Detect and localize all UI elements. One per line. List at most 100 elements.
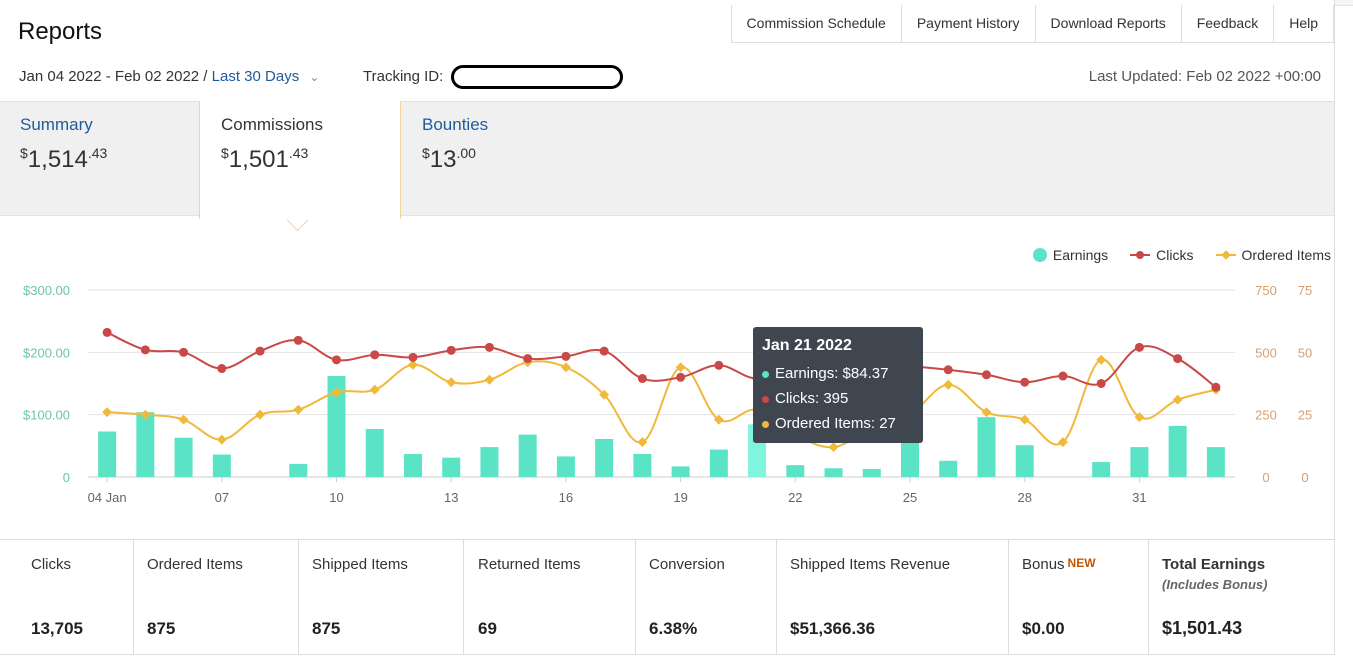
- clicks-point: [1134, 342, 1144, 352]
- ordered-items-point: [484, 374, 495, 385]
- legend-ordered-items[interactable]: Ordered Items: [1215, 247, 1331, 263]
- earnings-bar: [327, 376, 346, 477]
- earnings-bar: [709, 449, 728, 477]
- earnings-bar: [901, 441, 920, 477]
- metric-bonus: Bonus NEW $0.00: [1009, 540, 1149, 655]
- clicks-line-icon: [1130, 250, 1151, 260]
- metric-returned-items: Returned Items 69: [464, 540, 636, 655]
- x-tick-label: 13: [444, 490, 458, 505]
- bounties-label[interactable]: Bounties: [422, 115, 489, 134]
- clicks-point: [332, 355, 342, 365]
- ordered-items-point: [675, 362, 686, 373]
- clicks-point: [408, 352, 418, 362]
- earnings-bar: [480, 447, 499, 477]
- ordered-items-point: [369, 384, 380, 395]
- clicks-point: [943, 365, 953, 375]
- nav-commission-schedule[interactable]: Commission Schedule: [746, 15, 886, 31]
- ordered-items-point: [178, 414, 189, 425]
- legend-earnings[interactable]: Earnings: [1032, 247, 1108, 263]
- earnings-bar: [556, 456, 575, 477]
- y-tick-clicks: 500: [1255, 345, 1277, 360]
- y-tick-clicks: 750: [1255, 283, 1277, 298]
- earnings-bar: [939, 460, 958, 477]
- nav-feedback[interactable]: Feedback: [1180, 5, 1273, 42]
- metric-shipped-items: Shipped Items 875: [299, 540, 464, 655]
- clicks-point: [1211, 382, 1221, 392]
- ordered-items-point: [828, 442, 839, 453]
- commissions-card[interactable]: Commissions $1,501.43: [199, 101, 401, 219]
- nav-help[interactable]: Help: [1273, 5, 1333, 42]
- bounties-amount: $13.00: [422, 145, 476, 173]
- chevron-down-icon[interactable]: ⌄: [309, 70, 320, 84]
- bounties-card[interactable]: Bounties $13.00: [422, 115, 488, 229]
- ordered-items-point: [560, 362, 571, 373]
- earnings-bar: [98, 431, 117, 477]
- page-title: Reports: [18, 18, 103, 45]
- x-tick-label: 25: [903, 490, 917, 505]
- x-tick-label: 22: [788, 490, 802, 505]
- clicks-point: [599, 346, 609, 356]
- ordered-items-point: [713, 414, 724, 425]
- earnings-bar: [824, 468, 843, 477]
- earnings-bar: [671, 466, 690, 477]
- top-nav: Commission Schedule Payment History Down…: [730, 5, 1334, 43]
- y-tick-items: 75: [1298, 283, 1312, 298]
- ordered-items-point: [216, 434, 227, 445]
- y-tick-earnings: $200.00: [23, 345, 70, 360]
- ordered-items-point: [255, 409, 265, 420]
- legend-clicks[interactable]: Clicks: [1130, 247, 1194, 263]
- clicks-point: [714, 360, 724, 370]
- clicks-point: [523, 354, 533, 364]
- clicks-point: [484, 342, 494, 352]
- clicks-point: [561, 351, 571, 361]
- earnings-bar: [289, 463, 308, 477]
- clicks-point: [255, 346, 265, 356]
- summary-label[interactable]: Summary: [20, 115, 93, 134]
- summary-card[interactable]: Summary $1,514.43: [20, 115, 107, 229]
- commissions-label: Commissions: [221, 115, 324, 134]
- x-tick-label: 31: [1132, 490, 1146, 505]
- clicks-point: [1096, 379, 1106, 388]
- chart-legend: Earnings Clicks Ordered Items: [1032, 247, 1331, 263]
- chart-area: $300.00 750 75 $200.00 500 50 $100.00 250 25 0 0 0 0…: [0, 225, 1334, 538]
- range-link[interactable]: Last 30 Days: [211, 68, 300, 85]
- y-tick-earnings: $100.00: [23, 408, 70, 423]
- x-tick-label: 07: [215, 490, 229, 505]
- earnings-bar: [442, 457, 461, 477]
- ordered-items-point: [599, 389, 610, 400]
- clicks-point: [676, 372, 686, 382]
- earnings-bar: [862, 468, 881, 477]
- earnings-bar: [212, 454, 231, 477]
- metric-clicks: Clicks 13,705: [0, 540, 134, 655]
- x-tick-label: 04 Jan: [88, 490, 127, 505]
- y-tick-clicks: 250: [1255, 408, 1277, 423]
- ordered-items-point: [1172, 394, 1183, 405]
- earnings-bar: [1130, 447, 1149, 477]
- ordered-items-point: [446, 377, 457, 388]
- date-range-selector[interactable]: Jan 04 2022 - Feb 02 2022 / Last 30 Days…: [19, 68, 319, 85]
- ordered-items-line: [107, 358, 1217, 449]
- clicks-point: [1020, 377, 1030, 387]
- ordered-items-point: [1058, 437, 1068, 448]
- y-tick-items: 50: [1298, 345, 1312, 360]
- tooltip-ordered: Ordered Items: 27: [762, 411, 914, 436]
- y-tick-items: 0: [1301, 470, 1308, 485]
- tooltip-earnings: Earnings: $84.37: [762, 361, 914, 386]
- clicks-point: [446, 345, 456, 355]
- earnings-bar: [633, 453, 652, 477]
- x-tick-label: 19: [673, 490, 687, 505]
- clicks-point: [637, 374, 647, 384]
- metric-total-earnings: Total Earnings (Includes Bonus) $1,501.43: [1162, 556, 1268, 638]
- tracking-id-dropdown[interactable]: [451, 65, 623, 89]
- y-tick-earnings: 0: [63, 470, 70, 485]
- nav-payment-history[interactable]: Payment History: [900, 5, 1035, 42]
- nav-download-reports[interactable]: Download Reports: [1034, 5, 1181, 42]
- tracking-id-label: Tracking ID:: [363, 68, 444, 85]
- clicks-point: [179, 347, 189, 357]
- earnings-bar: [174, 437, 193, 477]
- clicks-line: [106, 331, 1217, 389]
- earnings-bar: [518, 434, 537, 477]
- earnings-bar: [1168, 425, 1187, 477]
- new-badge: NEW: [1067, 556, 1096, 570]
- x-tick-label: 16: [559, 490, 573, 505]
